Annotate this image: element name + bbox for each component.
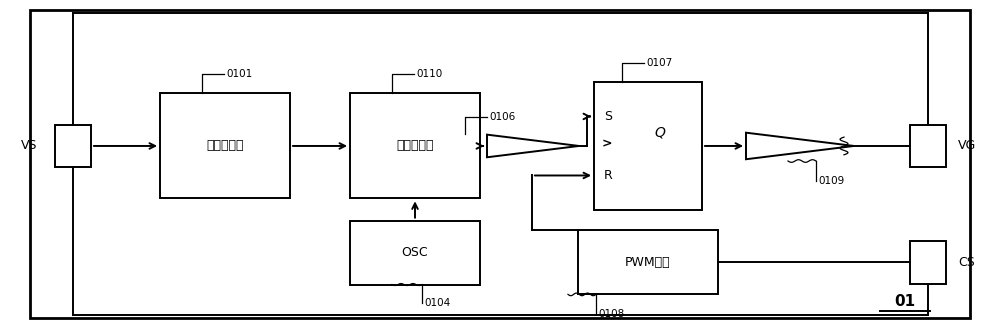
Text: OSC: OSC — [402, 246, 428, 259]
Text: 0109: 0109 — [818, 176, 844, 186]
Text: 0107: 0107 — [646, 58, 672, 68]
Bar — [55, 125, 91, 167]
Bar — [594, 82, 702, 210]
Bar — [910, 241, 946, 284]
Text: 0104: 0104 — [424, 297, 450, 308]
Text: 0110: 0110 — [416, 70, 442, 79]
Text: VG: VG — [958, 139, 976, 153]
Text: >: > — [602, 138, 612, 151]
Bar — [160, 93, 290, 198]
Text: S: S — [604, 110, 612, 123]
Bar — [578, 230, 718, 295]
Text: 0108: 0108 — [598, 309, 624, 319]
Text: Q: Q — [655, 126, 665, 140]
Text: CS: CS — [958, 256, 975, 269]
Polygon shape — [746, 133, 854, 159]
Bar — [350, 93, 480, 198]
Text: 固定延时器: 固定延时器 — [396, 139, 434, 153]
Text: 01: 01 — [894, 294, 916, 309]
Text: 0106: 0106 — [489, 112, 515, 122]
Bar — [350, 220, 480, 284]
Bar — [910, 125, 946, 167]
Text: 负半波检测: 负半波检测 — [206, 139, 244, 153]
Text: PWM检测: PWM检测 — [625, 256, 671, 269]
Text: R: R — [604, 169, 613, 182]
Text: VS: VS — [20, 139, 37, 153]
Text: 0101: 0101 — [226, 70, 252, 79]
Polygon shape — [487, 134, 579, 157]
